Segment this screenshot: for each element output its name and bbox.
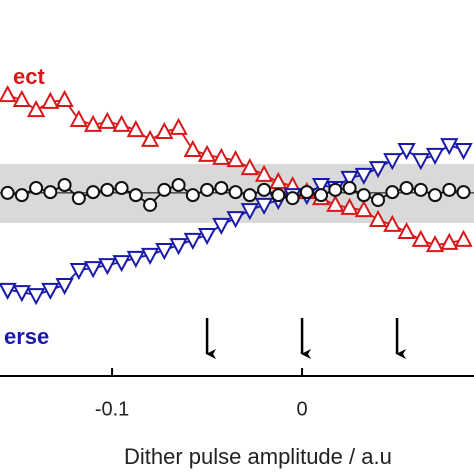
marker bbox=[0, 282, 17, 301]
marker bbox=[425, 147, 445, 166]
marker bbox=[442, 182, 457, 197]
marker bbox=[383, 214, 402, 232]
marker bbox=[140, 129, 160, 147]
marker bbox=[411, 153, 430, 171]
marker bbox=[257, 182, 272, 197]
marker bbox=[100, 182, 115, 197]
marker bbox=[128, 188, 143, 203]
marker bbox=[126, 119, 146, 138]
marker bbox=[385, 185, 400, 200]
marker bbox=[314, 188, 329, 203]
marker bbox=[397, 143, 416, 161]
marker bbox=[226, 150, 245, 168]
marker bbox=[285, 191, 300, 206]
legend-label: erse bbox=[4, 324, 49, 349]
marker bbox=[271, 188, 286, 203]
marker bbox=[126, 250, 146, 269]
marker bbox=[411, 229, 430, 247]
marker bbox=[83, 261, 103, 279]
marker bbox=[254, 164, 274, 182]
marker bbox=[55, 278, 74, 296]
marker bbox=[26, 288, 46, 306]
marker bbox=[69, 109, 89, 127]
marker bbox=[169, 117, 188, 135]
marker bbox=[171, 177, 186, 192]
marker bbox=[143, 197, 158, 212]
marker bbox=[326, 194, 345, 212]
marker bbox=[55, 89, 74, 108]
marker bbox=[197, 228, 217, 246]
marker bbox=[399, 181, 414, 195]
marker bbox=[254, 197, 274, 216]
marker bbox=[242, 188, 257, 203]
marker bbox=[440, 138, 459, 156]
marker bbox=[112, 255, 131, 273]
marker bbox=[354, 200, 373, 218]
marker bbox=[368, 209, 388, 227]
marker bbox=[12, 285, 32, 303]
marker bbox=[112, 114, 131, 132]
marker bbox=[41, 91, 60, 109]
marker bbox=[354, 167, 373, 185]
marker bbox=[183, 139, 202, 158]
marker bbox=[342, 181, 357, 195]
marker bbox=[140, 247, 160, 266]
marker bbox=[428, 188, 443, 203]
marker bbox=[29, 181, 44, 195]
marker bbox=[228, 185, 243, 200]
marker bbox=[454, 143, 473, 161]
marker bbox=[0, 185, 15, 200]
marker bbox=[383, 153, 402, 171]
marker bbox=[440, 232, 459, 250]
marker bbox=[397, 221, 416, 239]
marker bbox=[456, 185, 471, 200]
marker bbox=[41, 282, 60, 301]
x-axis-label: Dither pulse amplitude / a.u bbox=[124, 444, 392, 469]
marker bbox=[269, 171, 288, 189]
marker bbox=[114, 181, 129, 195]
marker bbox=[155, 243, 174, 261]
marker bbox=[356, 188, 371, 203]
marker bbox=[200, 182, 215, 197]
marker bbox=[12, 89, 32, 108]
marker bbox=[98, 258, 117, 276]
marker bbox=[86, 185, 101, 200]
marker bbox=[185, 188, 200, 203]
marker bbox=[212, 147, 231, 165]
marker bbox=[328, 182, 343, 197]
marker bbox=[98, 111, 117, 129]
marker bbox=[197, 144, 217, 162]
x-tick-label: -0.1 bbox=[95, 398, 129, 420]
marker bbox=[14, 188, 29, 203]
marker bbox=[0, 85, 17, 103]
marker bbox=[425, 235, 445, 253]
marker bbox=[155, 121, 174, 139]
marker bbox=[226, 211, 245, 229]
marker bbox=[26, 100, 46, 118]
marker bbox=[240, 157, 259, 176]
marker bbox=[311, 177, 331, 196]
marker bbox=[57, 177, 72, 192]
marker bbox=[368, 161, 388, 179]
marker bbox=[340, 197, 359, 215]
marker bbox=[83, 114, 103, 132]
marker bbox=[454, 229, 473, 247]
marker bbox=[214, 181, 229, 195]
marker bbox=[169, 238, 188, 256]
marker bbox=[299, 185, 314, 200]
legend-label: ect bbox=[13, 64, 45, 89]
marker bbox=[183, 232, 202, 251]
marker bbox=[371, 193, 386, 208]
marker bbox=[69, 262, 89, 281]
marker bbox=[43, 185, 58, 200]
marker bbox=[71, 191, 86, 206]
marker bbox=[340, 170, 359, 188]
x-tick-label: 0 bbox=[297, 398, 308, 420]
marker bbox=[413, 182, 428, 197]
marker bbox=[240, 203, 259, 221]
marker bbox=[157, 182, 172, 197]
marker bbox=[212, 217, 231, 235]
